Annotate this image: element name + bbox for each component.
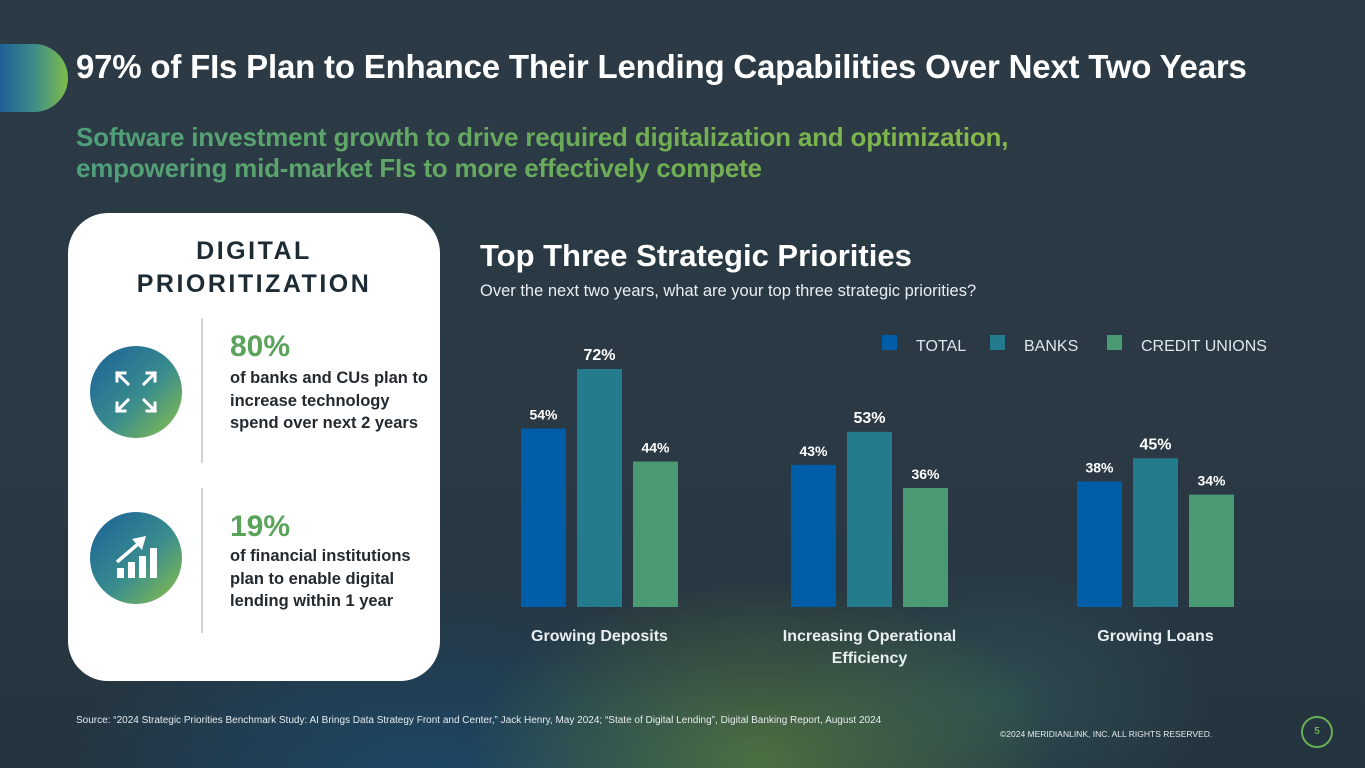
page-subtitle-line-1: Software investment growth to drive requ… bbox=[76, 122, 1009, 152]
stat-divider bbox=[201, 318, 203, 463]
stat-description: of financial institutions plan to enable… bbox=[230, 547, 411, 610]
card-heading: DIGITAL PRIORITIZATION bbox=[68, 235, 440, 301]
stat-description: of banks and CUs plan to increase techno… bbox=[230, 369, 429, 432]
chart-subtitle: Over the next two years, what are your t… bbox=[480, 282, 977, 300]
category-label: Growing Loans bbox=[1097, 628, 1214, 645]
card-heading-line-2: PRIORITIZATION bbox=[136, 270, 372, 298]
page-title: 97% of FIs Plan to Enhance Their Lending… bbox=[76, 48, 1247, 85]
bar-banks bbox=[577, 369, 622, 607]
legend-label: CREDIT UNIONS bbox=[1141, 338, 1267, 355]
bar-credit-unions bbox=[903, 488, 948, 607]
data-label: 38% bbox=[1085, 459, 1114, 475]
bar-total bbox=[791, 464, 836, 607]
bar-banks bbox=[1133, 458, 1178, 607]
digital-prioritization-card: DIGITAL PRIORITIZATION 80% of banks and … bbox=[68, 213, 440, 681]
data-label: 44% bbox=[641, 440, 670, 456]
data-label: 36% bbox=[911, 466, 940, 482]
page-subtitle: Software investment growth to drive requ… bbox=[76, 122, 1008, 184]
chart-title: Top Three Strategic Priorities bbox=[480, 238, 912, 273]
category-label: Efficiency bbox=[832, 650, 908, 667]
data-label: 72% bbox=[583, 347, 615, 364]
legend-swatch bbox=[1107, 335, 1122, 350]
stat-divider bbox=[201, 488, 203, 633]
page-subtitle-line-2: empowering mid-market FIs to more effect… bbox=[76, 153, 1008, 184]
data-label: 54% bbox=[529, 407, 558, 423]
source-note: Source: “2024 Strategic Priorities Bench… bbox=[76, 715, 882, 726]
bar-credit-unions bbox=[1189, 494, 1234, 607]
legend-label: BANKS bbox=[1024, 338, 1078, 355]
expand-arrows-icon bbox=[90, 346, 182, 438]
bar-credit-unions bbox=[633, 461, 678, 607]
growth-chart-icon bbox=[90, 512, 182, 604]
data-label: 53% bbox=[853, 410, 885, 427]
legend-swatch bbox=[882, 335, 897, 350]
stat-percent: 80% bbox=[230, 330, 291, 363]
stat-percent: 19% bbox=[230, 510, 291, 543]
data-label: 34% bbox=[1197, 473, 1226, 489]
category-label: Increasing Operational bbox=[783, 628, 956, 645]
data-label: 43% bbox=[799, 443, 828, 459]
legend-label: TOTAL bbox=[916, 338, 966, 355]
bar-banks bbox=[847, 431, 892, 607]
page-number: 5 bbox=[1301, 716, 1333, 748]
category-label: Growing Deposits bbox=[531, 628, 668, 645]
copyright-note: ©2024 MERIDIANLINK, INC. ALL RIGHTS RESE… bbox=[1000, 729, 1213, 739]
header-accent-tab bbox=[0, 44, 68, 112]
legend-swatch bbox=[990, 335, 1005, 350]
bar-total bbox=[521, 428, 566, 607]
data-label: 45% bbox=[1139, 436, 1171, 453]
card-heading-line-1: DIGITAL bbox=[196, 237, 312, 265]
bar-total bbox=[1077, 481, 1122, 607]
